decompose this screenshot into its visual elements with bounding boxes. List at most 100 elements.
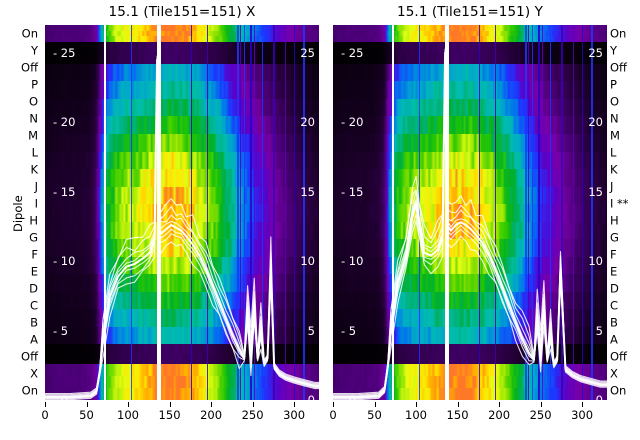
category-label: On: [610, 25, 627, 40]
category-label: Off: [21, 59, 38, 74]
x-tick-label: 50: [367, 408, 382, 422]
x-tick-mark: [457, 402, 459, 407]
x-tick-mark: [211, 402, 213, 407]
category-label: Y: [610, 42, 618, 57]
category-label: B: [610, 315, 618, 330]
y-tick-label: - 15: [341, 184, 364, 199]
rfi-streak: [550, 25, 552, 400]
overlay-trace-bundle: [45, 55, 319, 400]
category-label: O: [28, 93, 38, 108]
category-label: Y: [30, 42, 38, 57]
category-label: I **: [610, 196, 629, 211]
rfi-streak: [190, 25, 192, 400]
rfi-streak: [130, 25, 132, 400]
category-label: M: [610, 128, 620, 143]
category-label: E: [30, 264, 38, 279]
x-tick-mark: [499, 402, 501, 407]
category-label: K: [30, 162, 38, 177]
category-label: X: [610, 366, 618, 381]
rfi-streak: [524, 25, 527, 400]
category-label: N: [29, 111, 38, 125]
rfi-streak: [528, 25, 530, 400]
y-tick-label: 15: [300, 184, 315, 199]
x-tick-mark: [333, 402, 334, 407]
x-tick-label: 300: [571, 408, 594, 422]
y-tick-label: - 10: [53, 254, 76, 269]
x-tick-mark: [294, 402, 296, 407]
rfi-streak: [243, 25, 245, 400]
category-label: On: [21, 383, 38, 398]
category-label: Off: [610, 59, 627, 74]
y-tick-label: - 25: [53, 45, 76, 60]
x-tick-label: 0: [329, 408, 337, 422]
x-tick-label: 150: [158, 408, 181, 422]
category-label: O: [610, 93, 620, 108]
category-label: Off: [21, 349, 38, 364]
rfi-streak: [495, 25, 497, 400]
x-tick-mark: [416, 402, 418, 407]
x-tick-mark: [169, 402, 171, 407]
y-tick-label: 5: [307, 323, 315, 338]
y-tick-label: - 25: [341, 45, 364, 60]
category-label: L: [31, 145, 38, 160]
category-label: J: [34, 179, 38, 194]
category-label: P: [610, 76, 617, 91]
x-tick-mark: [252, 402, 254, 407]
x-tick-label: 300: [283, 408, 306, 422]
category-label: F: [31, 247, 38, 262]
x-tick-label: 200: [200, 408, 223, 422]
category-label: G: [610, 230, 619, 245]
category-label: D: [29, 281, 38, 296]
category-label: P: [31, 76, 38, 91]
x-tick-label: 200: [488, 408, 511, 422]
x-tick-label: 150: [446, 408, 469, 422]
rfi-streak: [541, 25, 543, 400]
category-label: On: [21, 25, 38, 40]
y-tick-label: 10: [588, 254, 603, 269]
category-label: B: [30, 315, 38, 330]
category-label: H: [29, 213, 38, 228]
y-tick-label: - 5: [341, 323, 357, 338]
category-label: Off: [610, 349, 627, 364]
y-tick-label: - 20: [53, 115, 76, 130]
y-tick-label: 20: [300, 115, 315, 130]
rfi-streak: [253, 25, 255, 400]
rfi-streak: [418, 25, 420, 400]
category-axis-left: On Y Off P O N M L K J I H G F E D C B A Off X On: [0, 25, 40, 400]
rfi-streak: [262, 25, 264, 400]
panel-title-x: 15.1 (Tile151=151) X: [108, 4, 256, 20]
x-tick-label: 100: [117, 408, 139, 422]
x-axis-left: 0 50 100 150 200 250 300: [41, 402, 319, 432]
rfi-streak: [273, 25, 276, 400]
category-label: C: [610, 298, 619, 313]
y-tick-label: 5: [595, 323, 603, 338]
y-tick-label: 25: [588, 45, 603, 60]
category-label: G: [29, 230, 38, 245]
y-tick-label: 0: [595, 393, 603, 400]
x-tick-label: 50: [79, 408, 94, 422]
rfi-streak: [285, 25, 287, 400]
category-label: C: [29, 298, 38, 313]
category-label: H: [610, 213, 619, 228]
rfi-streak: [207, 25, 209, 400]
x-tick-mark: [86, 402, 88, 407]
x-tick-mark: [128, 402, 130, 407]
y-tick-label: 15: [588, 184, 603, 199]
x-tick-label: 0: [41, 408, 49, 422]
category-label: E: [610, 264, 618, 279]
y-tick-label: 10: [300, 254, 315, 269]
rfi-streak: [537, 25, 540, 400]
x-tick-label: 250: [241, 408, 264, 422]
x-tick-mark: [582, 402, 584, 407]
y-tick-label: - 10: [341, 254, 364, 269]
x-tick-mark: [45, 402, 46, 407]
rfi-streak: [581, 25, 583, 400]
category-label: X: [30, 366, 38, 381]
rfi-streak: [236, 25, 239, 400]
category-label: F: [610, 247, 617, 262]
rfi-streak: [240, 25, 242, 400]
category-label: D: [610, 281, 619, 296]
